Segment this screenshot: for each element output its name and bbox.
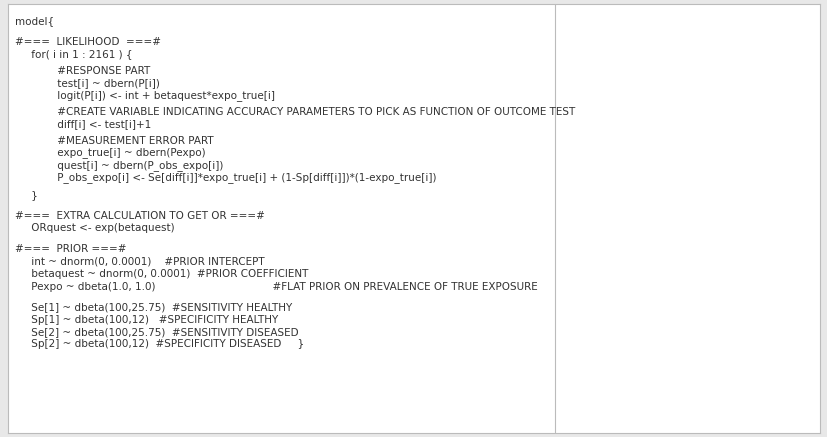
Text: #===  LIKELIHOOD  ===#: #=== LIKELIHOOD ===# [15,37,160,47]
Text: model{: model{ [15,16,54,26]
Text: Se[1] ~ dbeta(100,25.75)  #SENSITIVITY HEALTHY: Se[1] ~ dbeta(100,25.75) #SENSITIVITY HE… [15,302,292,312]
Text: #MEASUREMENT ERROR PART: #MEASUREMENT ERROR PART [15,135,213,146]
Text: Sp[1] ~ dbeta(100,12)   #SPECIFICITY HEALTHY: Sp[1] ~ dbeta(100,12) #SPECIFICITY HEALT… [15,315,278,325]
Text: Se[2] ~ dbeta(100,25.75)  #SENSITIVITY DISEASED: Se[2] ~ dbeta(100,25.75) #SENSITIVITY DI… [15,327,298,337]
Text: int ~ dnorm(0, 0.0001)    #PRIOR INTERCEPT: int ~ dnorm(0, 0.0001) #PRIOR INTERCEPT [15,257,264,267]
Text: diff[i] <- test[i]+1: diff[i] <- test[i]+1 [15,119,151,129]
Text: P_obs_expo[i] <- Se[diff[i]]*expo_true[i] + (1-Sp[diff[i]])*(1-expo_true[i]): P_obs_expo[i] <- Se[diff[i]]*expo_true[i… [15,172,436,183]
Text: ORquest <- exp(betaquest): ORquest <- exp(betaquest) [15,223,174,233]
Text: expo_true[i] ~ dbern(Pexpo): expo_true[i] ~ dbern(Pexpo) [15,148,205,159]
Text: #===  PRIOR ===#: #=== PRIOR ===# [15,244,127,254]
Text: #RESPONSE PART: #RESPONSE PART [15,66,150,76]
Text: for( i in 1 : 2161 ) {: for( i in 1 : 2161 ) { [15,49,132,59]
Text: Sp[2] ~ dbeta(100,12)  #SPECIFICITY DISEASED     }: Sp[2] ~ dbeta(100,12) #SPECIFICITY DISEA… [15,340,304,350]
Text: test[i] ~ dbern(P[i]): test[i] ~ dbern(P[i]) [15,78,160,88]
Text: #CREATE VARIABLE INDICATING ACCURACY PARAMETERS TO PICK AS FUNCTION OF OUTCOME T: #CREATE VARIABLE INDICATING ACCURACY PAR… [15,107,574,117]
Text: quest[i] ~ dbern(P_obs_expo[i]): quest[i] ~ dbern(P_obs_expo[i]) [15,160,223,171]
Text: logit(P[i]) <- int + betaquest*expo_true[i]: logit(P[i]) <- int + betaquest*expo_true… [15,90,275,101]
Text: }: } [15,190,37,200]
Text: betaquest ~ dnorm(0, 0.0001)  #PRIOR COEFFICIENT: betaquest ~ dnorm(0, 0.0001) #PRIOR COEF… [15,269,308,279]
Text: Pexpo ~ dbeta(1.0, 1.0)                                    #FLAT PRIOR ON PREVAL: Pexpo ~ dbeta(1.0, 1.0) #FLAT PRIOR ON P… [15,281,537,291]
Text: #===  EXTRA CALCULATION TO GET OR ===#: #=== EXTRA CALCULATION TO GET OR ===# [15,211,265,221]
